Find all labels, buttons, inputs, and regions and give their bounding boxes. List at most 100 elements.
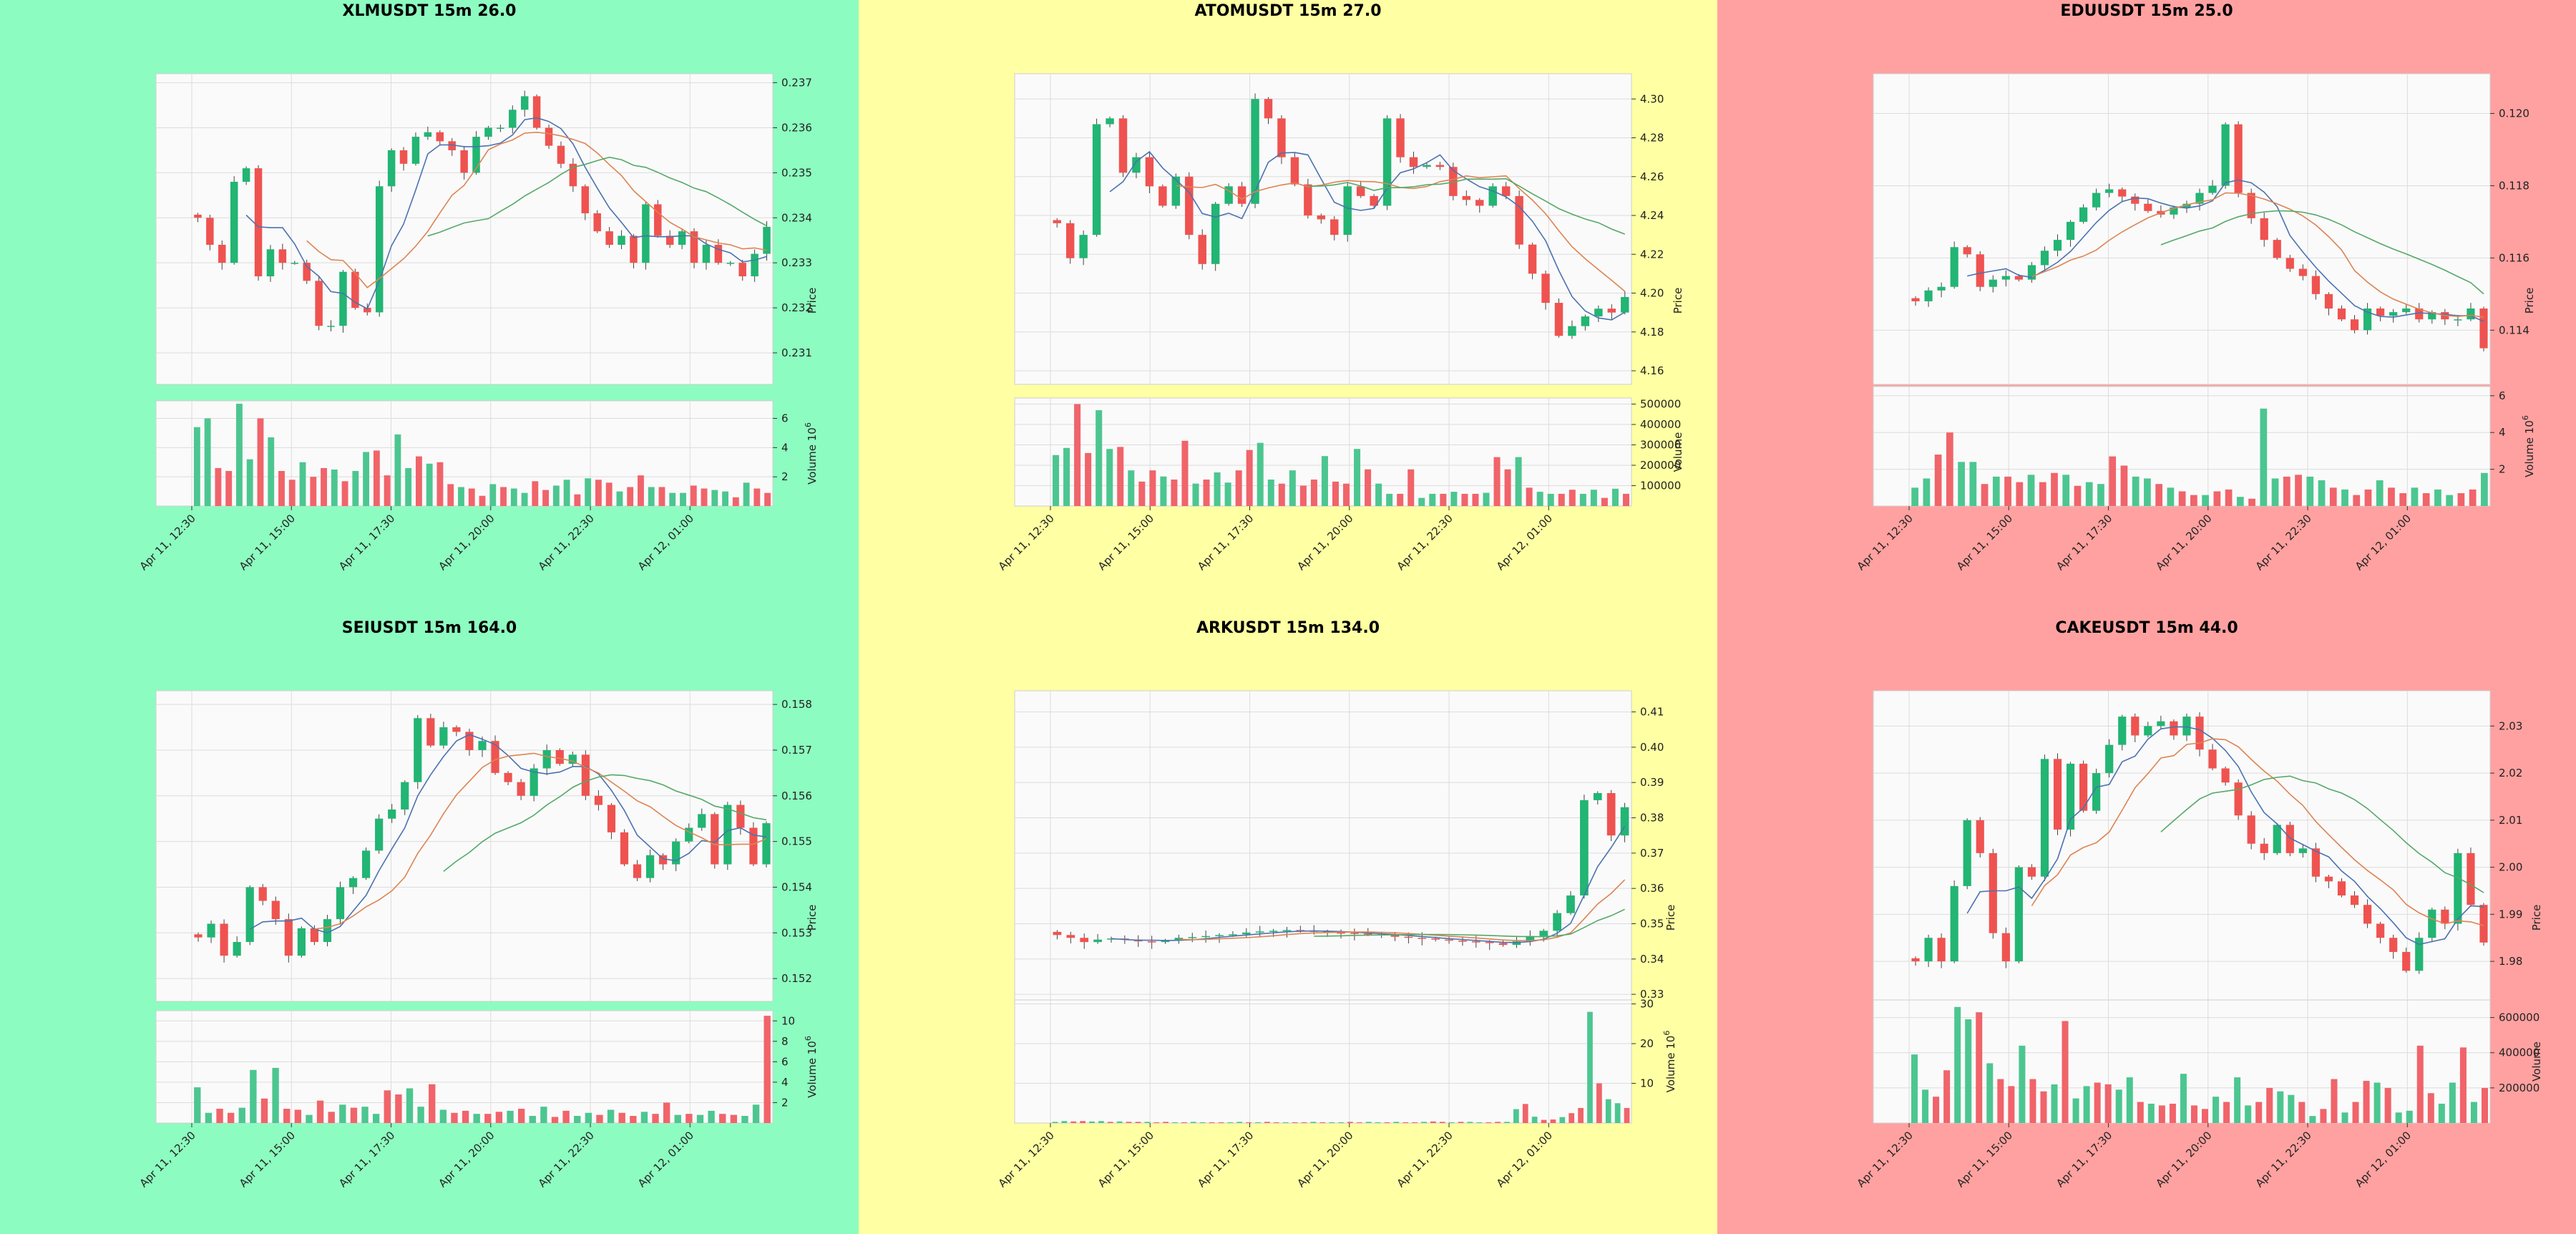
moving-average-line — [1307, 178, 1626, 235]
candle-body — [258, 887, 267, 901]
volume-bar — [1278, 483, 1285, 506]
volume-bar — [1321, 456, 1328, 506]
volume-bar — [2469, 489, 2477, 506]
volume-bar — [2309, 1116, 2316, 1123]
volume-bar — [2083, 1086, 2090, 1123]
volume-exponent: 6 — [2521, 415, 2530, 420]
volume-bar — [1301, 1122, 1307, 1123]
candle-body — [436, 132, 444, 142]
candle-body — [2208, 749, 2217, 769]
volume-bar — [1356, 1122, 1362, 1123]
volume-bar — [2051, 1084, 2058, 1123]
candle-body — [1255, 931, 1264, 933]
moving-average-line — [443, 774, 767, 873]
candle-body — [1053, 931, 1062, 936]
candlestick-chart: SEIUSDT 15m 164.0 0.152 0.153 0.154 0.155 0.1… — [137, 619, 819, 1190]
volume-bar — [2040, 1091, 2047, 1123]
candle-body — [2298, 268, 2307, 276]
candle-body — [2337, 308, 2346, 320]
volume-bar — [1224, 482, 1231, 506]
candle-body — [2273, 240, 2281, 258]
volume-bar — [1958, 462, 1965, 506]
candle-body — [1106, 118, 1114, 125]
x-tick-label: Apr 11, 12:30 — [1855, 512, 1916, 573]
candle-body — [465, 732, 474, 750]
volume-bar — [1461, 493, 1468, 506]
candle-body — [2260, 843, 2268, 853]
volume-bar — [406, 1088, 414, 1123]
volume-bar — [1375, 483, 1382, 506]
candle-body — [1171, 176, 1181, 206]
volume-bar — [405, 467, 412, 506]
volume-bar — [1986, 1063, 1994, 1123]
price-axis-label: Price — [806, 905, 819, 931]
candle-body — [1911, 298, 1920, 301]
volume-bar — [2446, 495, 2454, 506]
volume-bar — [2137, 1102, 2144, 1123]
candle-body — [607, 805, 616, 832]
candle-body — [698, 814, 706, 828]
x-tick-label: Apr 12, 01:00 — [635, 1129, 696, 1190]
price-axis-label: Price — [2523, 288, 2536, 314]
chart-title: EDUUSDT 15m 25.0 — [2060, 2, 2233, 20]
volume-bar — [2167, 487, 2175, 506]
candle-body — [2079, 207, 2088, 222]
x-tick-label: Apr 12, 01:00 — [635, 512, 696, 573]
candle-body — [1950, 247, 1958, 287]
volume-bar — [2411, 487, 2419, 506]
volume-bar — [288, 480, 296, 506]
candle-body — [2092, 193, 2101, 208]
volume-bar — [2434, 489, 2441, 506]
volume-bar — [680, 492, 686, 506]
candle-body — [2324, 876, 2333, 882]
volume-tick-label: 30 — [1640, 998, 1654, 1011]
candle-body — [1211, 203, 1220, 264]
candle-body — [1458, 941, 1467, 942]
candle-body — [1580, 800, 1589, 896]
volume-bar — [2180, 1074, 2187, 1123]
candle-body — [1541, 273, 1550, 303]
volume-bar — [1310, 1122, 1317, 1123]
volume-bar — [1605, 1099, 1611, 1123]
volume-bar — [1412, 1122, 1418, 1123]
candle-body — [618, 235, 625, 246]
volume-bar — [2178, 491, 2186, 506]
candle-body — [1251, 99, 1259, 204]
x-tick-label: Apr 12, 01:00 — [1494, 512, 1555, 573]
volume-bar — [1267, 479, 1274, 506]
volume-bar — [596, 1114, 603, 1123]
candle-body — [736, 805, 745, 828]
volume-bar — [701, 488, 708, 506]
volume-bar — [2260, 408, 2268, 506]
volume-bar — [2248, 498, 2255, 506]
candle-body — [1924, 290, 1933, 301]
price-tick-label: 0.33 — [1640, 988, 1664, 1001]
volume-axis-label: Volume — [2530, 1041, 2543, 1082]
volume-bar — [741, 1116, 748, 1123]
volume-bar — [328, 1112, 335, 1123]
price-tick-label: 4.24 — [1640, 209, 1664, 222]
volume-bar — [1596, 1083, 1602, 1123]
candle-body — [2118, 189, 2127, 197]
volume-bar — [2320, 1109, 2327, 1123]
candle-body — [1423, 165, 1431, 167]
volume-bar — [1149, 470, 1156, 506]
price-tick-label: 0.234 — [781, 211, 812, 224]
volume-bar — [1568, 1113, 1575, 1123]
candle-body — [1937, 286, 1946, 291]
candle-body — [364, 308, 371, 313]
candle-body — [2014, 867, 2023, 962]
volume-bar — [429, 1084, 436, 1123]
candle-body — [2040, 759, 2049, 877]
volume-bar — [507, 1110, 514, 1123]
volume-bar — [2481, 472, 2488, 506]
candle-body — [2027, 867, 2036, 877]
candle-body — [504, 772, 512, 782]
candle-body — [401, 782, 409, 810]
volume-bar — [1255, 1122, 1261, 1123]
candle-body — [1924, 938, 1933, 962]
candle-body — [1330, 219, 1339, 235]
candle-body — [1065, 223, 1075, 258]
volume-bar — [2062, 475, 2070, 506]
price-tick-label: 0.34 — [1640, 953, 1664, 966]
